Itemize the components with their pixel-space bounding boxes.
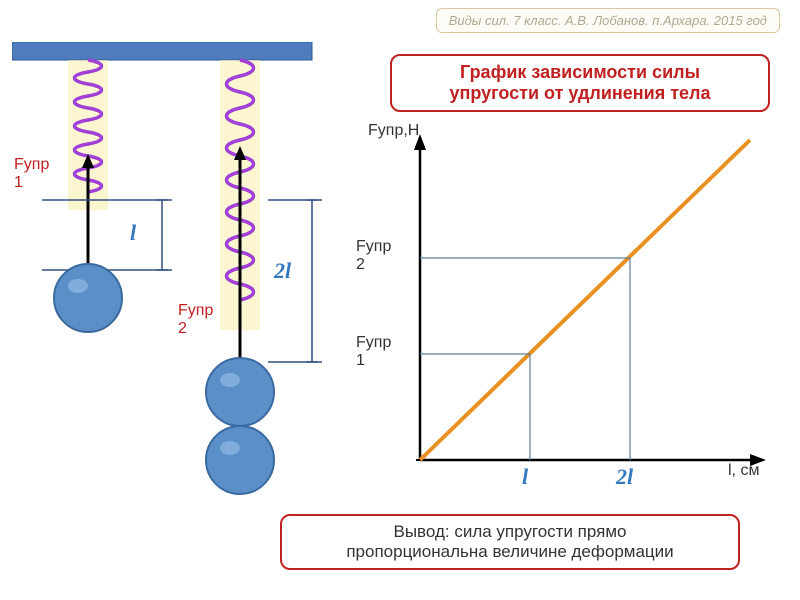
chart-title-box: График зависимости силы упругости от удл… <box>390 54 770 112</box>
chart-tick-2l: 2l <box>616 464 633 490</box>
header-text: Виды сил. 7 класс. А.В. Лобанов. п.Архар… <box>449 13 767 28</box>
springs-diagram: Fупр1 Fупр2 l 2l <box>12 42 332 512</box>
spring1-ball <box>54 264 122 332</box>
spring1-force-label: Fупр1 <box>14 156 49 191</box>
chart-svg <box>330 120 780 500</box>
chart-f1-label: Fупр1 <box>356 334 391 369</box>
conclusion-line1: Вывод: сила упругости прямо <box>393 522 626 541</box>
title-line2: упругости от удлинения тела <box>449 83 710 103</box>
title-line1: График зависимости силы <box>460 62 700 82</box>
spring2-force-label: Fупр2 <box>178 302 213 337</box>
force-extension-chart: Fупр,Н l, см Fупр2 Fупр1 l 2l <box>330 120 780 500</box>
conclusion-line2: пропорциональна величине деформации <box>346 542 673 561</box>
spring2-ball1 <box>206 358 274 426</box>
chart-tick-l: l <box>522 464 528 490</box>
proportional-line <box>420 140 750 460</box>
chart-f2-label: Fупр2 <box>356 238 391 273</box>
spring1-extension-label: l <box>130 220 136 246</box>
ceiling-bar <box>12 42 312 60</box>
x-axis-label: l, см <box>728 462 759 480</box>
spring2-extension-label: 2l <box>274 258 291 284</box>
conclusion-box: Вывод: сила упругости прямо пропорционал… <box>280 514 740 570</box>
spring2-ball2 <box>206 426 274 494</box>
y-axis-label: Fупр,Н <box>368 122 419 140</box>
header-attribution: Виды сил. 7 класс. А.В. Лобанов. п.Архар… <box>436 8 780 33</box>
